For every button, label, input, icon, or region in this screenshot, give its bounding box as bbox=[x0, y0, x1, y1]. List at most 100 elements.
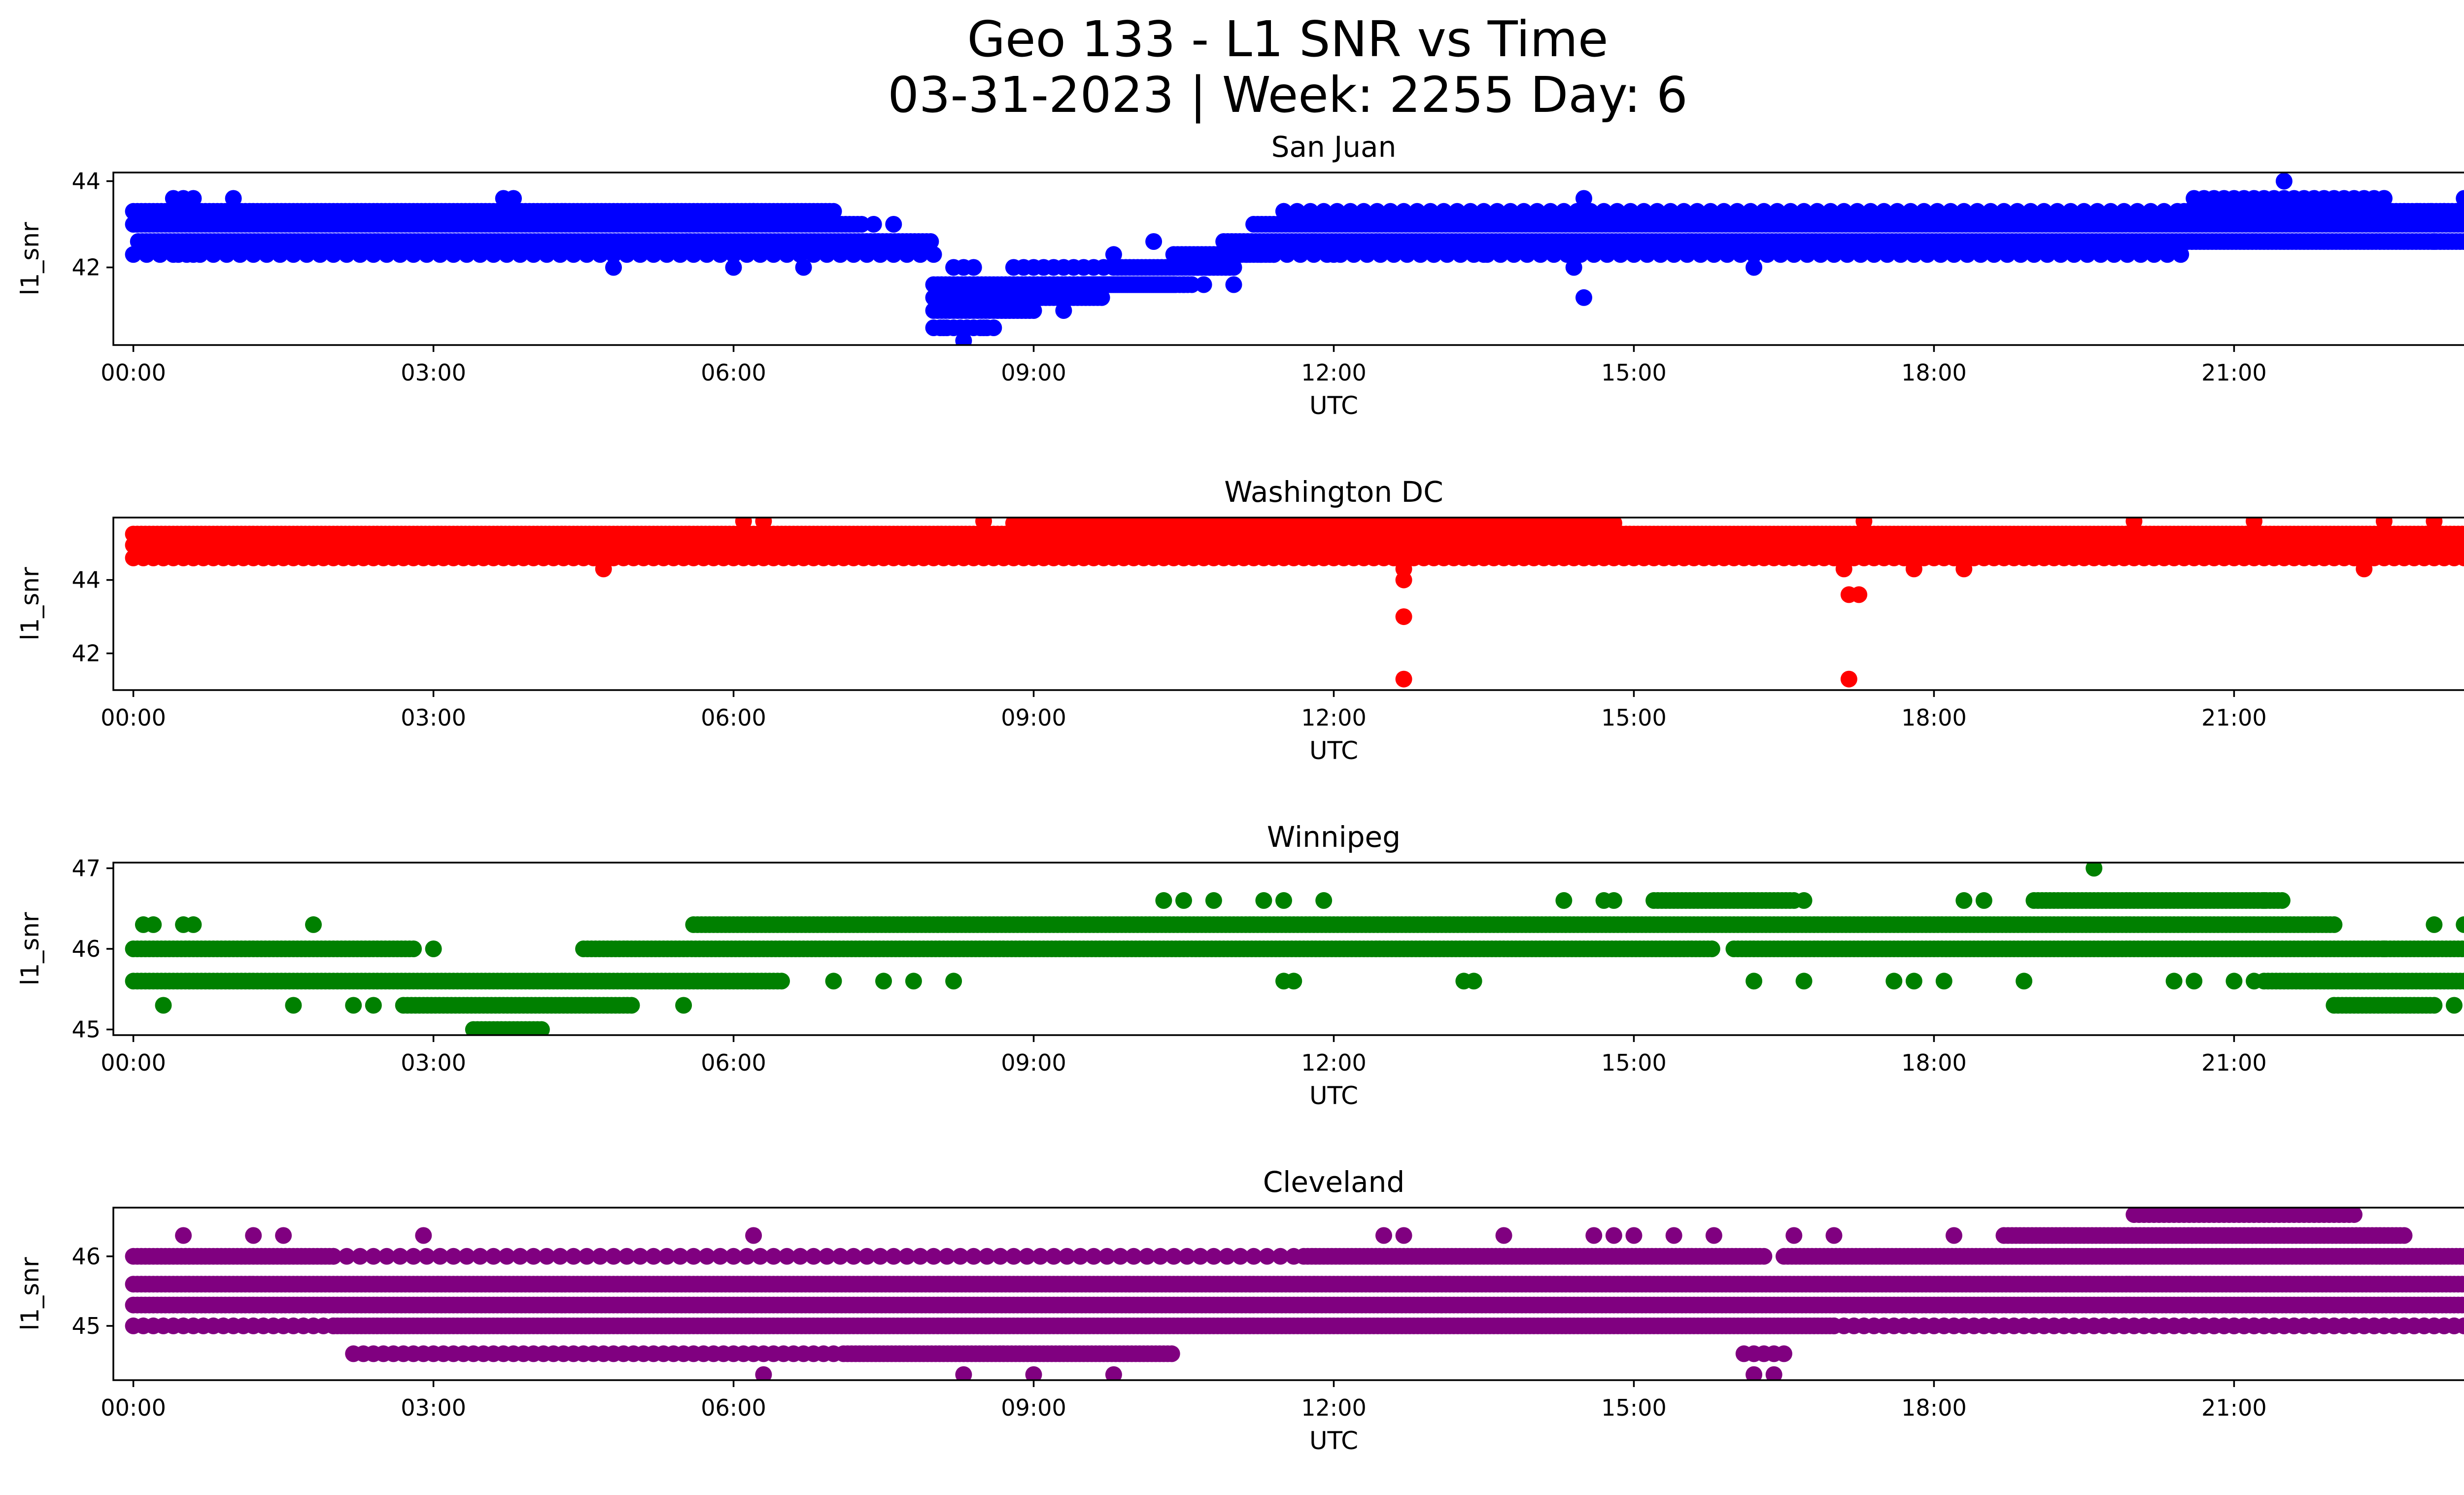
data-point bbox=[1652, 246, 1669, 263]
data-point bbox=[1575, 549, 1592, 566]
data-point bbox=[2159, 246, 2176, 263]
data-point bbox=[1702, 203, 1719, 220]
data-point bbox=[1799, 246, 1816, 263]
data-point bbox=[1595, 203, 1612, 220]
data-point bbox=[805, 246, 822, 263]
data-point bbox=[1395, 203, 1412, 220]
data-point bbox=[170, 246, 187, 263]
data-point bbox=[2086, 863, 2103, 877]
data-point bbox=[2146, 246, 2162, 263]
data-point bbox=[2375, 518, 2393, 530]
data-point bbox=[1608, 203, 1626, 220]
data-point bbox=[1929, 203, 1946, 220]
data-point bbox=[1285, 973, 1302, 990]
data-point bbox=[365, 997, 382, 1014]
data-point bbox=[218, 246, 236, 263]
data-point bbox=[1519, 246, 1536, 263]
data-point bbox=[1155, 892, 1172, 909]
data-point bbox=[832, 246, 849, 263]
data-point bbox=[2035, 203, 2053, 220]
y-axis-label: l1_snr bbox=[16, 222, 44, 295]
data-point bbox=[1955, 203, 1973, 220]
data-point bbox=[1252, 246, 1269, 263]
data-point bbox=[405, 246, 422, 263]
data-point bbox=[975, 319, 992, 336]
data-point bbox=[2426, 518, 2443, 530]
x-tick-label: 15:00 bbox=[1601, 359, 1667, 386]
data-point bbox=[245, 246, 262, 263]
data-point bbox=[1435, 203, 1452, 220]
data-point bbox=[1515, 203, 1533, 220]
data-point bbox=[185, 549, 202, 566]
data-point bbox=[1639, 246, 1656, 263]
data-point bbox=[232, 246, 249, 263]
data-point bbox=[1489, 203, 1506, 220]
data-point bbox=[1345, 246, 1363, 263]
data-point bbox=[2462, 218, 2464, 230]
data-point bbox=[145, 916, 162, 933]
data-point bbox=[605, 259, 622, 276]
data-point bbox=[1265, 246, 1282, 263]
data-point bbox=[922, 233, 939, 250]
data-point bbox=[1342, 203, 1359, 220]
data-point bbox=[1359, 246, 1376, 263]
data-point bbox=[578, 246, 595, 263]
data-point bbox=[1355, 203, 1372, 220]
data-point bbox=[285, 246, 302, 263]
data-point bbox=[1025, 302, 1042, 319]
data-point bbox=[2125, 518, 2143, 530]
data-point bbox=[945, 973, 962, 990]
data-point bbox=[2009, 203, 2026, 220]
data-point bbox=[1492, 246, 1509, 263]
data-point bbox=[1729, 203, 1746, 220]
data-point bbox=[2102, 203, 2120, 220]
data-point bbox=[1892, 246, 1909, 263]
data-point bbox=[2356, 560, 2373, 578]
data-point bbox=[1175, 276, 1192, 293]
data-point bbox=[1946, 246, 1962, 263]
data-point bbox=[1745, 973, 1763, 990]
data-point bbox=[685, 246, 702, 263]
data-point bbox=[1745, 246, 1763, 263]
data-point bbox=[1678, 246, 1696, 263]
x-tick-label: 00:00 bbox=[101, 1049, 166, 1076]
data-point bbox=[819, 246, 835, 263]
data-point bbox=[2375, 190, 2393, 207]
x-tick-label: 03:00 bbox=[401, 1049, 466, 1076]
data-point bbox=[2458, 537, 2464, 554]
data-point bbox=[1625, 246, 1643, 263]
data-point bbox=[1532, 246, 1549, 263]
data-point bbox=[1935, 973, 1952, 990]
data-point bbox=[1555, 892, 1573, 909]
data-point bbox=[865, 216, 882, 233]
data-point bbox=[2025, 549, 2043, 566]
data-point bbox=[445, 246, 462, 263]
y-tick-label: 42 bbox=[71, 254, 101, 281]
y-tick-label: 44 bbox=[71, 168, 101, 195]
data-point bbox=[925, 246, 942, 263]
data-point bbox=[1205, 892, 1222, 909]
data-point bbox=[1916, 203, 1933, 220]
data-point bbox=[298, 246, 315, 263]
data-point bbox=[1175, 892, 1192, 909]
data-point bbox=[975, 518, 992, 530]
data-point bbox=[525, 246, 542, 263]
data-point bbox=[2172, 246, 2190, 263]
data-point bbox=[2012, 246, 2029, 263]
data-point bbox=[1145, 518, 1163, 530]
data-point bbox=[1575, 289, 1592, 306]
scatter-points bbox=[125, 1208, 2464, 1380]
data-point bbox=[1462, 203, 1479, 220]
data-point bbox=[2426, 997, 2443, 1014]
data-point bbox=[1382, 203, 1399, 220]
data-point bbox=[1225, 246, 1242, 263]
data-point bbox=[2079, 246, 2096, 263]
data-point bbox=[885, 246, 902, 263]
data-point bbox=[2458, 216, 2464, 233]
data-point bbox=[533, 1021, 550, 1035]
x-axis-label: UTC bbox=[1309, 1081, 1358, 1110]
data-point bbox=[2025, 246, 2043, 263]
data-point bbox=[1852, 246, 1869, 263]
